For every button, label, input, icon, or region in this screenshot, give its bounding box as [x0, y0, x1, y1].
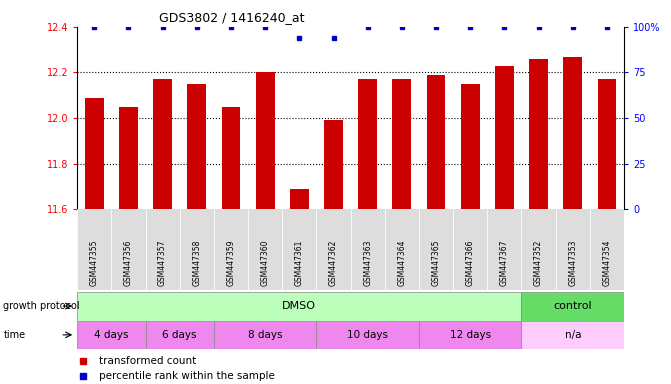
Text: 4 days: 4 days — [94, 330, 129, 340]
Text: DMSO: DMSO — [282, 301, 316, 311]
Bar — [529, 59, 548, 209]
Bar — [495, 66, 514, 209]
Bar — [119, 107, 138, 209]
Text: GSM447360: GSM447360 — [260, 239, 270, 286]
Bar — [77, 209, 111, 290]
Bar — [487, 209, 521, 290]
Text: percentile rank within the sample: percentile rank within the sample — [99, 371, 275, 381]
Text: GSM447366: GSM447366 — [466, 239, 474, 286]
Bar — [598, 79, 617, 209]
Bar — [256, 73, 274, 209]
Text: GSM447357: GSM447357 — [158, 239, 167, 286]
Bar — [393, 79, 411, 209]
Text: time: time — [3, 330, 25, 340]
Text: GSM447365: GSM447365 — [431, 239, 441, 286]
Bar — [187, 84, 206, 209]
Text: GSM447367: GSM447367 — [500, 239, 509, 286]
Bar — [153, 79, 172, 209]
Bar — [419, 321, 521, 349]
Bar — [317, 321, 419, 349]
Text: GSM447364: GSM447364 — [397, 239, 407, 286]
Text: GSM447353: GSM447353 — [568, 239, 577, 286]
Bar — [221, 107, 240, 209]
Bar — [180, 209, 214, 290]
Text: 8 days: 8 days — [248, 330, 282, 340]
Bar — [358, 79, 377, 209]
Bar — [461, 84, 480, 209]
Text: GSM447356: GSM447356 — [124, 239, 133, 286]
Text: GSM447355: GSM447355 — [90, 239, 99, 286]
Text: GSM447358: GSM447358 — [193, 240, 201, 286]
Bar — [419, 209, 453, 290]
Bar — [324, 120, 343, 209]
Text: 12 days: 12 days — [450, 330, 491, 340]
Bar — [384, 209, 419, 290]
Bar — [521, 292, 624, 321]
Bar — [351, 209, 384, 290]
Bar — [521, 209, 556, 290]
Text: growth protocol: growth protocol — [3, 301, 80, 311]
Text: GSM447354: GSM447354 — [603, 239, 611, 286]
Bar — [214, 209, 248, 290]
Text: n/a: n/a — [564, 330, 581, 340]
Bar — [214, 321, 317, 349]
Bar — [85, 98, 103, 209]
Text: GSM447361: GSM447361 — [295, 240, 304, 286]
Text: GSM447362: GSM447362 — [329, 240, 338, 286]
Bar — [248, 209, 282, 290]
Bar — [77, 292, 521, 321]
Text: 6 days: 6 days — [162, 330, 197, 340]
Bar — [290, 189, 309, 209]
Text: 10 days: 10 days — [347, 330, 389, 340]
Bar — [111, 209, 146, 290]
Text: GDS3802 / 1416240_at: GDS3802 / 1416240_at — [159, 11, 305, 24]
Bar — [556, 209, 590, 290]
Bar — [590, 209, 624, 290]
Text: transformed count: transformed count — [99, 356, 197, 366]
Bar — [77, 321, 146, 349]
Text: GSM447352: GSM447352 — [534, 240, 543, 286]
Bar — [282, 209, 317, 290]
Text: control: control — [554, 301, 592, 311]
Bar — [146, 209, 180, 290]
Text: GSM447363: GSM447363 — [363, 239, 372, 286]
Text: GSM447359: GSM447359 — [227, 239, 236, 286]
Bar — [427, 75, 446, 209]
Bar — [564, 56, 582, 209]
Bar — [317, 209, 350, 290]
Bar — [453, 209, 487, 290]
Bar — [146, 321, 214, 349]
Bar — [521, 321, 624, 349]
